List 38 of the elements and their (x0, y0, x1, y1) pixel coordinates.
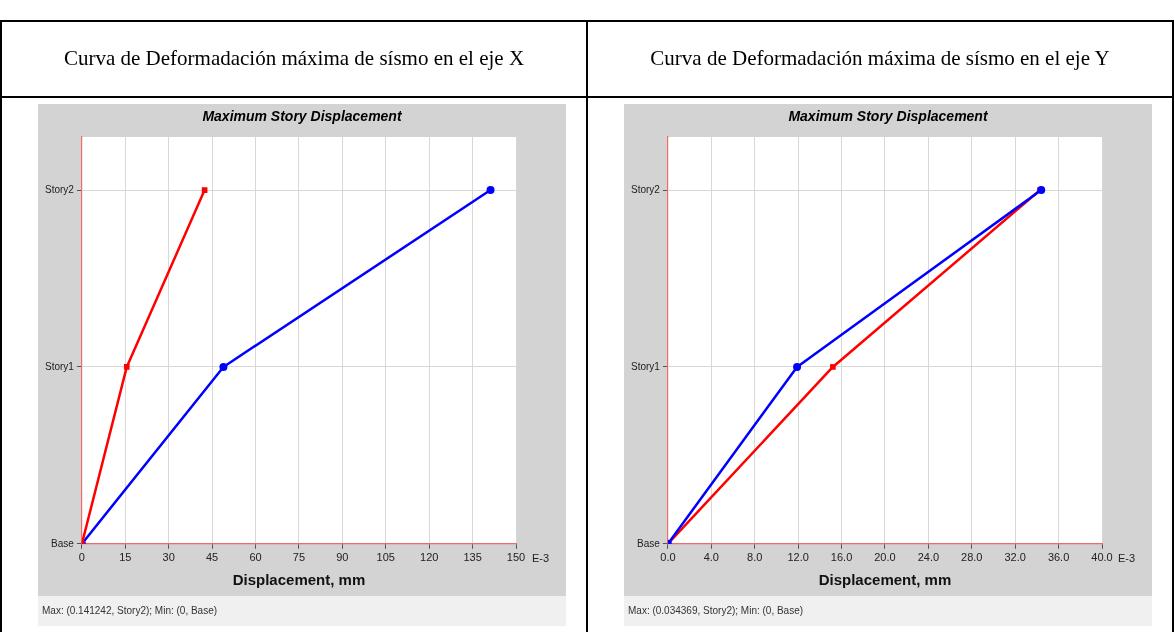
x-tick-label: 8.0 (747, 551, 763, 564)
y-tick-label: Base (637, 537, 661, 549)
text: E-3 (1118, 552, 1136, 565)
x-tick-label: 32.0 (1004, 551, 1026, 564)
x-tick-label: 0.0 (660, 551, 676, 564)
x-tick-label: 16.0 (830, 551, 853, 564)
x-tick-label: 45 (206, 551, 219, 564)
y-tick-label: Story2 (45, 183, 75, 195)
x-tick-label: 0 (78, 551, 85, 564)
x-tick-label: 36.0 (1047, 551, 1070, 564)
text: Max: (0.141242, Story2); Min: (0, Base) (38, 596, 566, 626)
x-tick-label: 135 (463, 551, 482, 564)
chart-title: Curva de Deformadación máxima de sísmo en el eje X (2, 22, 586, 98)
y-tick-label: Base (51, 537, 75, 549)
x-tick-label: 105 (376, 551, 395, 564)
x-tick-label: 28.0 (961, 551, 983, 564)
x-tick-label: 40.0 (1091, 551, 1113, 564)
text: E-3 (532, 552, 550, 565)
y-tick-label: Story2 (631, 183, 661, 195)
y-tick-label: Story1 (631, 360, 661, 372)
x-tick-label: 24.0 (917, 551, 940, 564)
x-tick-label: 12.0 (787, 551, 809, 564)
x-tick-label: 90 (336, 551, 349, 564)
x-tick-label: 4.0 (703, 551, 719, 564)
text: Max: (0.034369, Story2); Min: (0, Base) (624, 596, 1152, 626)
y-tick-label: Story1 (45, 360, 75, 372)
x-axis-title: Displacement, mm (232, 571, 366, 589)
x-tick-label: 150 (506, 551, 526, 564)
chart-subtitle: Maximum Story Displacement (787, 107, 989, 126)
chart-subtitle: Maximum Story Displacement (201, 107, 403, 126)
x-tick-label: 120 (420, 551, 439, 564)
x-axis-title: Displacement, mm (818, 571, 952, 589)
chart-title: Curva de Deformadación máxima de sísmo en el eje Y (588, 22, 1172, 98)
x-tick-label: 75 (292, 551, 306, 564)
x-tick-label: 15 (119, 551, 132, 564)
x-tick-label: 60 (249, 551, 262, 564)
x-tick-label: 20.0 (874, 551, 896, 564)
x-tick-label: 30 (162, 551, 175, 564)
